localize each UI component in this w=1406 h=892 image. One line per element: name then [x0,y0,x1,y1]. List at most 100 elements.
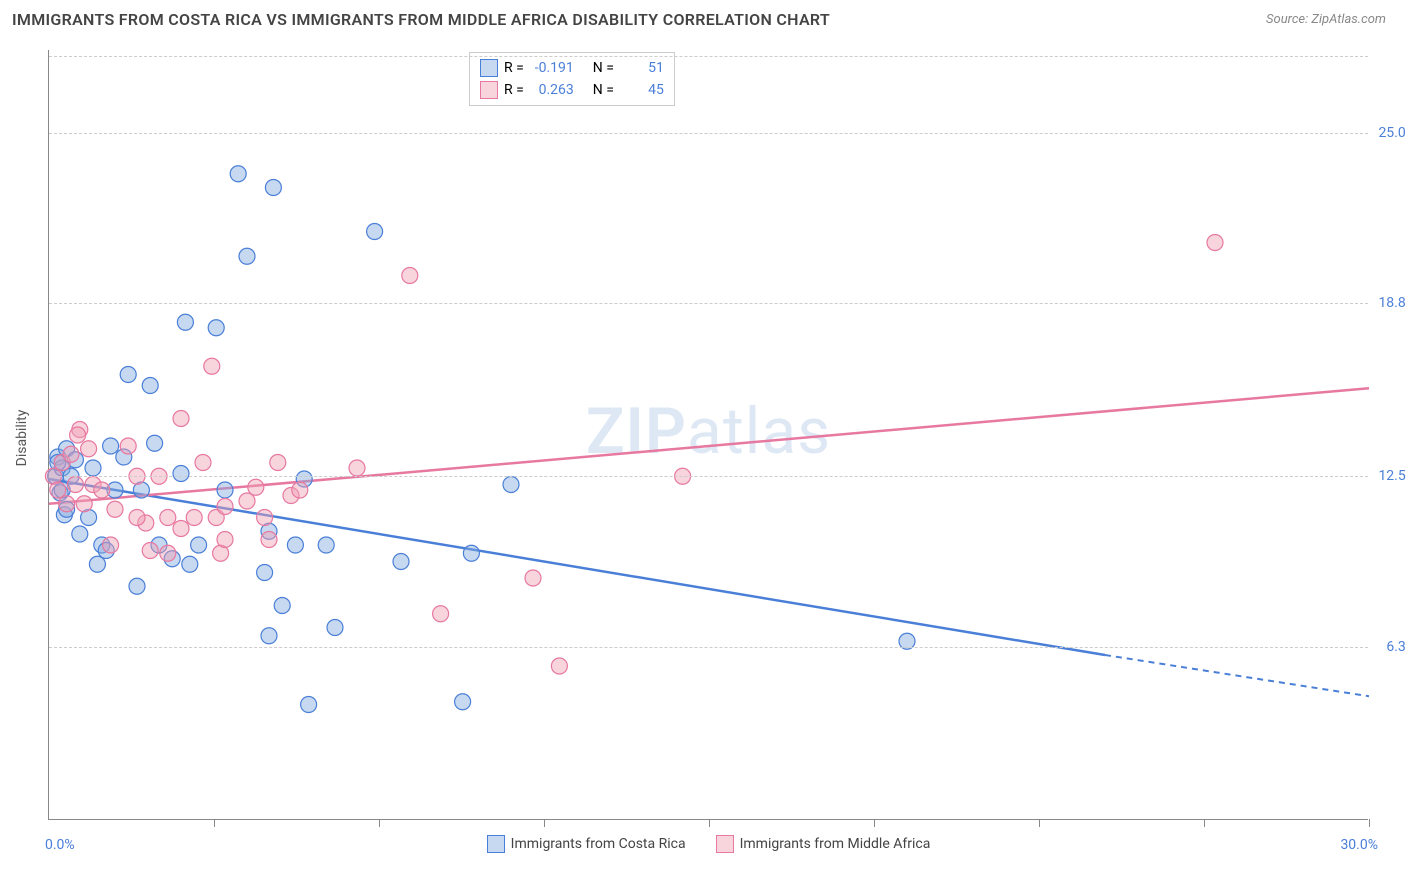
data-point [59,496,75,512]
data-point [76,496,92,512]
x-tick [1369,819,1370,827]
stats-row-middle-africa: R = 0.263 N = 45 [480,79,664,101]
plot-area: ZIPatlas R = -0.191 N = 51 R = 0.263 N =… [48,50,1368,820]
data-point [186,510,202,526]
scatter-svg [49,50,1368,819]
y-tick-label: 12.5% [1372,468,1406,484]
data-point [551,658,567,674]
data-point [182,556,198,572]
data-point [81,441,97,457]
data-point [367,224,383,240]
data-point [173,521,189,537]
data-point [191,537,207,553]
x-min-label: 0.0% [45,837,75,853]
data-point [287,537,303,553]
x-max-label: 30.0% [1340,837,1378,853]
x-tick [1204,819,1205,827]
data-point [230,166,246,182]
y-tick-label: 6.3% [1372,639,1406,655]
data-point [1207,235,1223,251]
data-point [177,314,193,330]
swatch-icon [487,835,505,853]
data-point [147,435,163,451]
stats-row-costa-rica: R = -0.191 N = 51 [480,57,664,79]
y-tick-label: 18.8% [1372,295,1406,311]
data-point [455,694,471,710]
data-point [103,537,119,553]
gridline [49,647,1368,648]
data-point [129,578,145,594]
data-point [327,620,343,636]
data-point [72,526,88,542]
data-point [129,510,145,526]
data-point [204,358,220,374]
x-tick [214,819,215,827]
data-point [301,697,317,713]
data-point [257,510,273,526]
data-point [503,477,519,493]
stats-legend: R = -0.191 N = 51 R = 0.263 N = 45 [469,52,675,106]
swatch-icon [716,835,734,853]
data-point [402,268,418,284]
data-point [239,493,255,509]
gridline [49,476,1368,477]
y-tick-label: 25.0% [1372,125,1406,141]
gridline [49,56,1368,57]
data-point [160,510,176,526]
data-point [160,545,176,561]
data-point [208,320,224,336]
data-point [248,479,264,495]
data-point [463,545,479,561]
legend-item-costa-rica: Immigrants from Costa Rica [487,835,686,853]
data-point [195,455,211,471]
data-point [261,628,277,644]
data-point [50,482,66,498]
gridline [49,133,1368,134]
data-point [173,466,189,482]
data-point [239,248,255,264]
x-tick [544,819,545,827]
data-point [103,438,119,454]
data-point [270,455,286,471]
trend-line-dashed [1105,655,1369,696]
data-point [257,565,273,581]
source-label: Source: ZipAtlas.com [1266,12,1386,27]
x-tick [709,819,710,827]
data-point [70,427,86,443]
data-point [67,477,83,493]
data-point [85,460,101,476]
data-point [433,606,449,622]
data-point [63,446,79,462]
x-tick [874,819,875,827]
data-point [318,537,334,553]
data-point [265,180,281,196]
data-point [89,556,105,572]
data-point [120,438,136,454]
data-point [120,367,136,383]
legend-item-middle-africa: Immigrants from Middle Africa [716,835,931,853]
data-point [292,482,308,498]
data-point [525,570,541,586]
x-tick [1039,819,1040,827]
data-point [217,499,233,515]
chart-title: IMMIGRANTS FROM COSTA RICA VS IMMIGRANTS… [12,10,830,29]
data-point [142,378,158,394]
data-point [261,532,277,548]
data-point [393,554,409,570]
data-point [274,598,290,614]
x-tick [379,819,380,827]
gridline [49,303,1368,304]
data-point [107,501,123,517]
data-point [349,460,365,476]
y-axis-label: Disability [14,410,30,467]
data-point [142,543,158,559]
data-point [217,482,233,498]
trend-line [49,479,1105,655]
data-point [173,411,189,427]
data-point [217,532,233,548]
data-point [94,482,110,498]
swatch-icon [480,81,498,99]
trend-line [49,388,1369,504]
swatch-icon [480,59,498,77]
series-legend: Immigrants from Costa Rica Immigrants fr… [49,835,1368,853]
